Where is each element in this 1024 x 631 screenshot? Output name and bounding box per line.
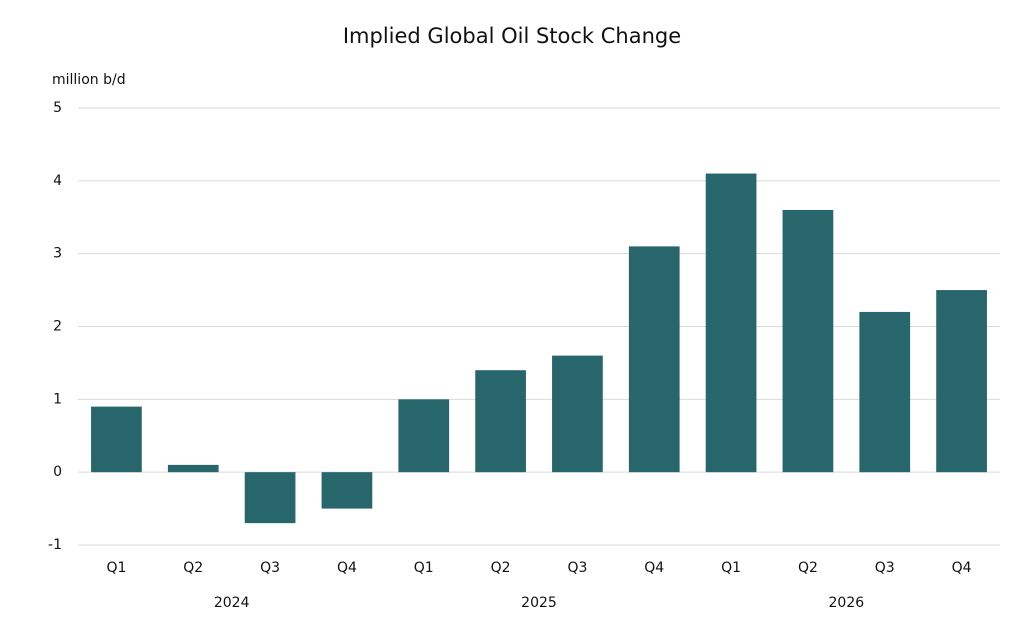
- x-tick-label: Q2: [183, 560, 203, 576]
- x-tick-label: Q4: [952, 560, 972, 576]
- y-tick-label: 5: [53, 100, 62, 116]
- bar: [91, 406, 142, 473]
- y-tick-label: 1: [53, 391, 62, 407]
- bar: [859, 311, 911, 473]
- bar: [628, 246, 680, 473]
- x-tick-label: Q2: [798, 560, 818, 576]
- bar: [705, 173, 757, 473]
- y-tick-label: 0: [53, 464, 62, 480]
- x-tick-label: Q4: [337, 560, 357, 576]
- group-label: 2024: [214, 595, 250, 611]
- x-tick-label: Q3: [875, 560, 895, 576]
- group-label: 2025: [521, 595, 557, 611]
- group-label: 2026: [829, 595, 865, 611]
- y-tick-label: 4: [53, 173, 62, 189]
- chart-title: Implied Global Oil Stock Change: [343, 24, 681, 48]
- x-tick-label: Q1: [414, 560, 434, 576]
- x-tick-label: Q3: [567, 560, 587, 576]
- bar: [398, 399, 450, 473]
- y-tick-label: 2: [53, 319, 62, 335]
- y-tick-label: 3: [53, 246, 62, 262]
- x-tick-label: Q1: [106, 560, 126, 576]
- x-tick-label: Q2: [491, 560, 511, 576]
- x-tick-label: Q1: [721, 560, 741, 576]
- x-tick-label: Q3: [260, 560, 280, 576]
- bar: [552, 355, 603, 473]
- y-tick-label: -1: [48, 537, 62, 553]
- bar: [321, 472, 373, 509]
- bar: [244, 472, 296, 524]
- bar: [475, 370, 526, 473]
- x-tick-label: Q4: [644, 560, 664, 576]
- bar: [936, 290, 987, 473]
- bar: [167, 464, 219, 473]
- y-axis-label: million b/d: [52, 72, 126, 88]
- bar: [782, 209, 834, 473]
